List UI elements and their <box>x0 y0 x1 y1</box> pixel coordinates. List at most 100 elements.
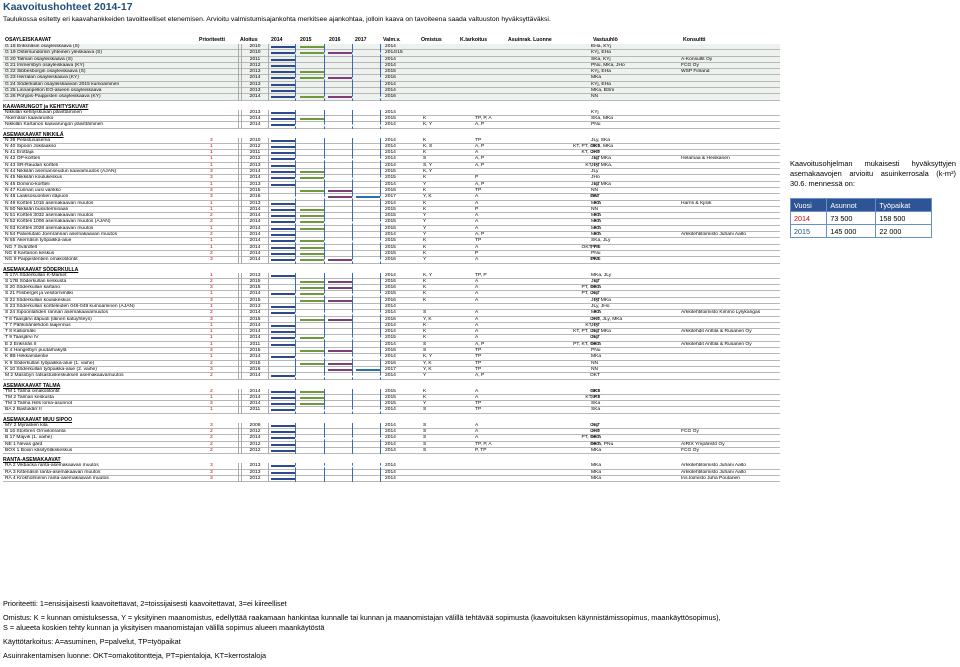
year-divider <box>380 360 381 367</box>
project-name: RA 3 Kittenäsin ranta-asemakaavan muutos <box>5 469 239 476</box>
priority: 3 <box>210 187 213 193</box>
housing-type: OKT <box>589 388 600 394</box>
header-start: Aloitus <box>240 37 258 43</box>
timeline-bar <box>300 246 324 249</box>
timeline-bar <box>271 424 295 427</box>
table-row: N 50 Nikkilän bussiterminaali 1 2014 2015 K P… <box>3 206 780 214</box>
ownership: S <box>423 156 427 162</box>
start-year: 2014 <box>241 401 269 408</box>
completion-year: 2014 <box>385 88 396 94</box>
ownership: K, Y <box>423 272 433 278</box>
project-name: NE 1 Nevas gård <box>5 441 239 448</box>
purpose: A, P <box>475 341 485 347</box>
year-divider <box>380 50 381 57</box>
project-name: E 4 Hangelbyn puutarhakylä <box>5 348 239 355</box>
year-divider <box>352 435 353 442</box>
table-cell: 2014 <box>789 211 828 225</box>
table-row: B 17 Majvik (1. vaihe) 2 2014 2014 S A PT, OKT… <box>3 435 780 442</box>
start-year: 2014 <box>241 310 269 317</box>
year-divider <box>324 50 325 57</box>
timeline-bar <box>271 431 295 434</box>
summary-text: Kaavoitusohjelman mukaisesti hyväksyttyj… <box>790 159 956 188</box>
completion-year: 2014 <box>385 429 396 435</box>
section-title: ASEMAKAAVAT TALMA <box>3 382 61 389</box>
table-row: NE 1 Nevas gård 2 2012 2014 S TP, P, A OKT MKa,… <box>3 441 780 448</box>
start-year: 2011 <box>241 150 269 157</box>
purpose: A <box>475 435 479 441</box>
year-divider <box>380 200 381 207</box>
priority: 1 <box>210 291 213 297</box>
completion-year: 2014 <box>385 162 396 168</box>
year-divider <box>295 187 296 195</box>
year-divider <box>380 394 381 402</box>
ownership: K <box>423 175 427 181</box>
year-divider <box>295 257 296 264</box>
responsible: KYj, EHa <box>591 69 611 75</box>
timeline-bar <box>300 221 324 224</box>
purpose: A <box>475 388 479 394</box>
responsible: NN <box>591 94 599 100</box>
year-divider <box>380 401 381 408</box>
start-year: 2011 <box>241 56 269 63</box>
responsible: JLy, SKa <box>591 137 611 143</box>
table-row: TM 2 Talman keskusta 1 2014 2015 K A KT, PT SKa <box>3 394 780 402</box>
start-year: 2014 <box>241 394 269 402</box>
housing-type: KT, PT <box>585 322 600 328</box>
section: G 18 Eriksnäsin osayleiskaava (S) 2010 201… <box>3 44 780 101</box>
timeline-bar <box>271 158 295 161</box>
timeline-bar <box>300 77 324 80</box>
table-header: OSAYLEISKAAVAT Prioriteetti Aloitus 2014… <box>3 37 780 45</box>
year-divider <box>324 56 325 63</box>
completion-year: 2014/15 <box>385 50 403 56</box>
priority: 3 <box>210 401 213 407</box>
completion-year: 2014 <box>385 441 396 447</box>
completion-year: 2016 <box>385 257 396 263</box>
timeline-bar <box>271 77 295 80</box>
start-year: 2014 <box>241 373 269 380</box>
project-name: TM 1 Talma omakotitontit <box>5 388 239 395</box>
start-year: 2010 <box>241 137 269 144</box>
priority: 1 <box>210 238 213 244</box>
purpose: A <box>475 335 479 341</box>
year-divider <box>324 329 325 336</box>
timeline-bar <box>300 318 324 321</box>
priority: 2 <box>210 360 213 366</box>
ownership: K <box>423 297 427 303</box>
table-row: G 20 Talman osayleiskaava (S) 2011 2014 SKa… <box>3 56 780 63</box>
project-name: T 8 Kalliomäki <box>5 329 239 336</box>
header-2015: 2015 <box>300 37 312 43</box>
year-divider <box>324 366 325 374</box>
responsible: MKa <box>591 232 602 238</box>
housing-type: OKT <box>589 422 600 428</box>
year-divider <box>380 278 381 286</box>
completion-year: 2014 <box>385 56 396 62</box>
priority: 3 <box>210 475 213 481</box>
year-divider <box>324 94 325 101</box>
start-year: 2013 <box>241 69 269 76</box>
ownership: K <box>423 291 427 297</box>
ownership: K <box>423 187 427 193</box>
project-name: N 40 Sipoon Jokilaakso <box>5 143 239 151</box>
responsible: JLy <box>591 422 599 428</box>
year-divider <box>295 219 296 226</box>
start-year: 2012 <box>241 475 269 483</box>
project-name: E 2 Eriksnäs II <box>5 341 239 349</box>
completion-year: 2014 <box>385 272 396 278</box>
year-divider <box>295 272 296 279</box>
year-divider <box>380 435 381 442</box>
year-divider <box>324 115 325 123</box>
priority: 1 <box>210 150 213 156</box>
table-row: 2014 73 500 158 500 <box>789 211 932 225</box>
responsible: PNu <box>591 257 601 263</box>
start-year: 2013 <box>241 109 269 116</box>
priority: 1 <box>210 162 213 168</box>
start-year: 2013 <box>241 272 269 279</box>
consultant: A-Konsultit Oy <box>681 56 713 62</box>
responsible: SKa, MKa <box>591 115 614 121</box>
project-name: G 23 Herralan osayleiskaava (KY) <box>5 75 239 82</box>
housing-type: PT, OKT <box>581 435 600 441</box>
year-divider <box>324 194 325 201</box>
responsible: JLy, JHo <box>591 303 610 309</box>
section-title: ASEMAKAAVAT NIKKILÄ <box>3 131 64 138</box>
purpose: TP, P, A <box>475 441 492 447</box>
